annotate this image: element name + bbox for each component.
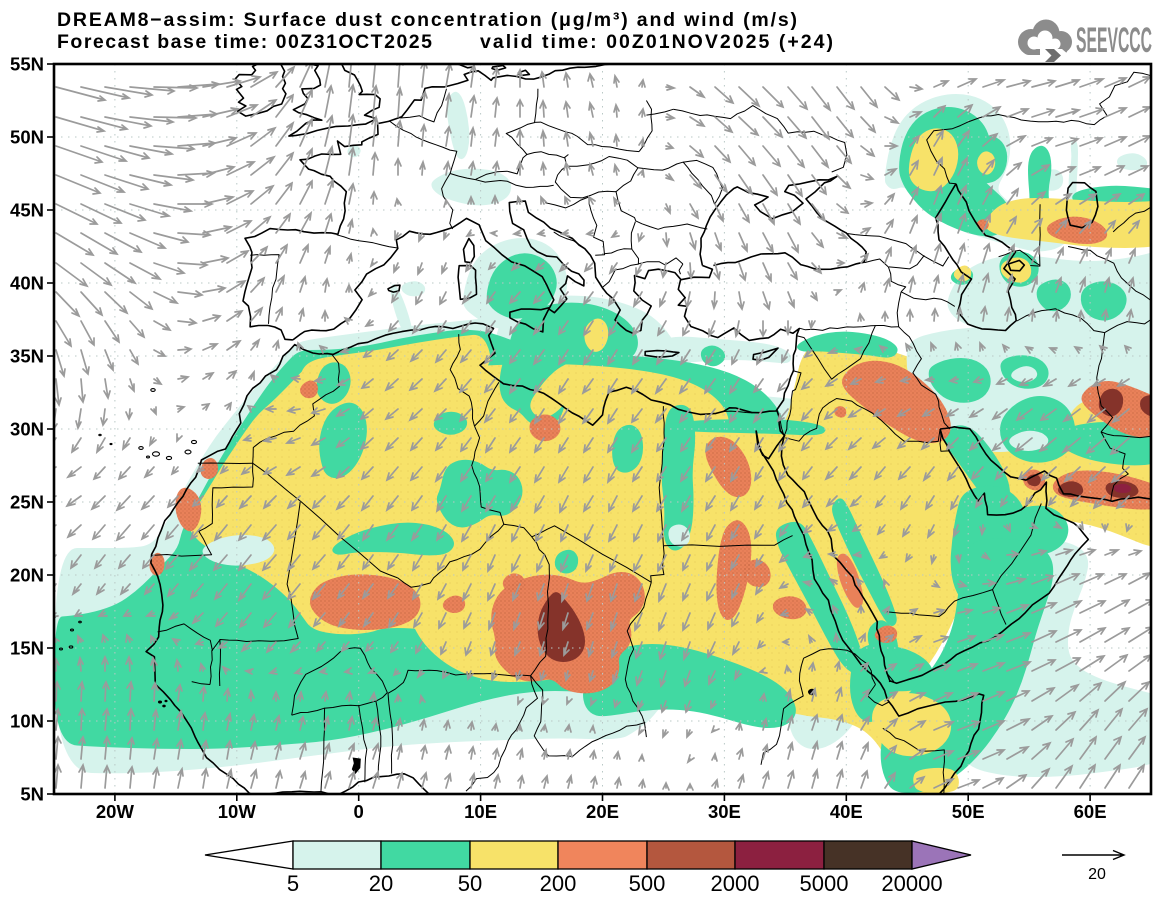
svg-text:40E: 40E xyxy=(830,801,863,822)
svg-text:35N: 35N xyxy=(10,346,44,367)
svg-text:40N: 40N xyxy=(10,273,44,294)
svg-text:20: 20 xyxy=(1088,866,1106,883)
svg-text:SEEVCCC: SEEVCCC xyxy=(1076,21,1152,60)
svg-text:5N: 5N xyxy=(20,784,44,805)
svg-text:Forecast base time: 00Z31OCT20: Forecast base time: 00Z31OCT2025 xyxy=(57,31,432,53)
svg-text:5000: 5000 xyxy=(800,871,849,896)
svg-text:30N: 30N xyxy=(10,419,44,440)
svg-text:20: 20 xyxy=(369,871,393,896)
svg-text:valid time: 00Z01NOV2025 (+24): valid time: 00Z01NOV2025 (+24) xyxy=(480,31,833,53)
svg-text:45N: 45N xyxy=(10,200,44,221)
svg-text:10N: 10N xyxy=(10,711,44,732)
svg-text:20N: 20N xyxy=(10,565,44,586)
svg-text:DREAM8−assim: Surface dust con: DREAM8−assim: Surface dust concentration… xyxy=(57,9,797,31)
svg-text:50: 50 xyxy=(458,871,482,896)
svg-text:50E: 50E xyxy=(952,801,985,822)
svg-text:5: 5 xyxy=(287,871,299,896)
svg-text:30E: 30E xyxy=(708,801,741,822)
svg-text:10E: 10E xyxy=(464,801,497,822)
svg-text:10W: 10W xyxy=(218,801,257,822)
svg-text:55N: 55N xyxy=(10,54,44,75)
svg-text:500: 500 xyxy=(629,871,666,896)
svg-text:20W: 20W xyxy=(96,801,135,822)
svg-text:50N: 50N xyxy=(10,127,44,148)
svg-text:0: 0 xyxy=(354,801,364,822)
svg-text:200: 200 xyxy=(540,871,577,896)
svg-text:20000: 20000 xyxy=(881,871,942,896)
svg-text:20E: 20E xyxy=(586,801,619,822)
svg-text:25N: 25N xyxy=(10,492,44,513)
svg-text:2000: 2000 xyxy=(711,871,760,896)
svg-text:60E: 60E xyxy=(1074,801,1107,822)
svg-text:15N: 15N xyxy=(10,638,44,659)
